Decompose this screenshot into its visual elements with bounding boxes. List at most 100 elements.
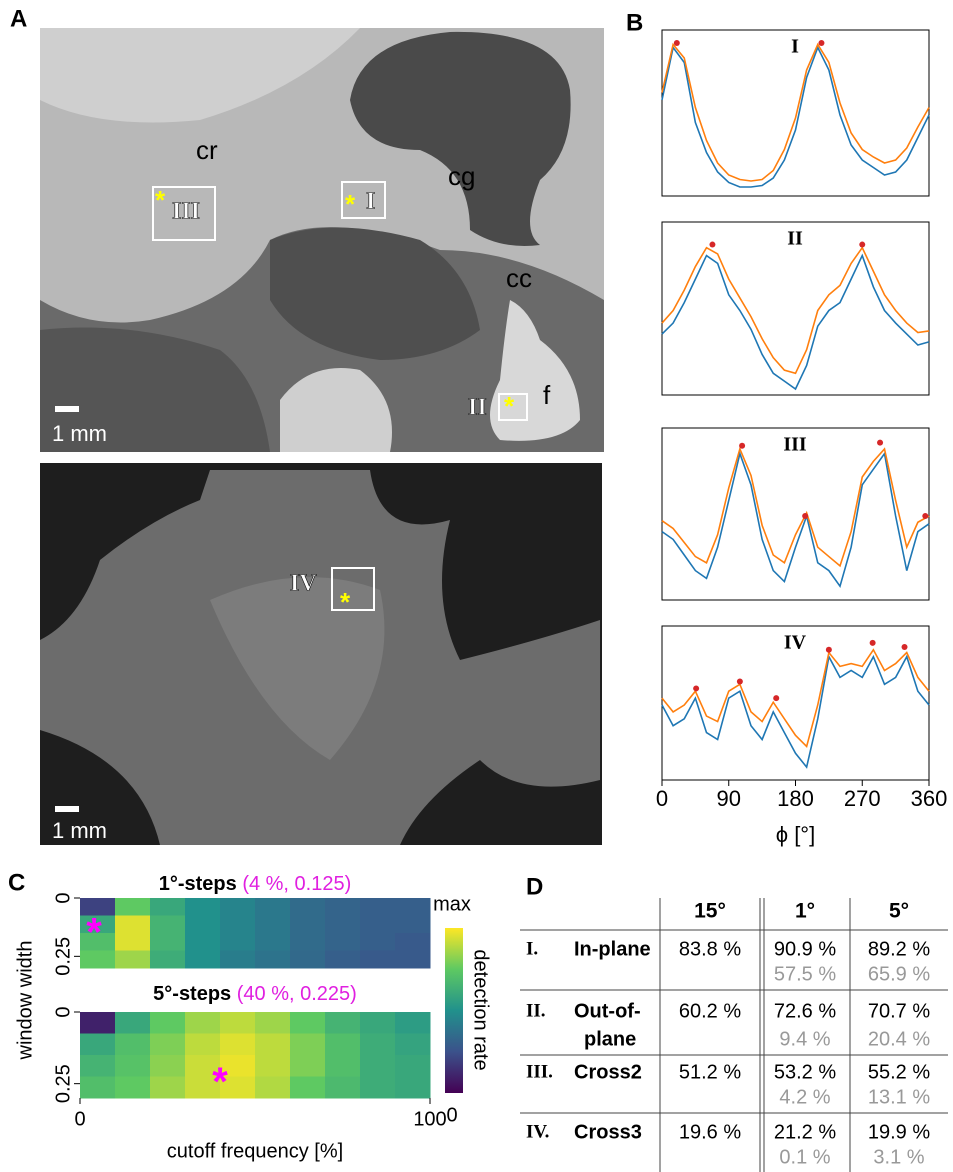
heat-cell bbox=[115, 1076, 151, 1099]
region-label: cr bbox=[196, 135, 218, 165]
heat-cell bbox=[115, 950, 151, 969]
title: 1°-steps bbox=[159, 873, 237, 895]
heat-cell bbox=[220, 1033, 256, 1056]
heat-cell bbox=[220, 933, 256, 951]
heat-cell bbox=[255, 915, 291, 934]
heat-cell bbox=[80, 1033, 116, 1056]
subtitle: (40 %, 0.225) bbox=[237, 983, 357, 1005]
heat-cell bbox=[220, 950, 256, 969]
heat-cell bbox=[80, 898, 116, 916]
heat-cell bbox=[150, 950, 186, 969]
heat-cell bbox=[325, 950, 361, 969]
cell-subvalue: 13.1 % bbox=[868, 1086, 930, 1108]
heat-cell bbox=[255, 933, 291, 951]
curve bbox=[661, 246, 930, 375]
cell-subvalue: 65.9 % bbox=[868, 963, 930, 985]
row-name: Cross3 bbox=[574, 1121, 642, 1143]
heat-cell bbox=[395, 933, 431, 951]
heat-cell bbox=[255, 898, 291, 916]
heat-cell bbox=[290, 1055, 326, 1077]
subtitle: (4 %, 0.125) bbox=[242, 873, 351, 895]
optimum-marker: * bbox=[86, 911, 102, 955]
heat-cell bbox=[220, 898, 256, 916]
cell-subvalue: 4.2 % bbox=[779, 1086, 830, 1108]
heat-cell bbox=[255, 1012, 291, 1034]
plot-frame bbox=[661, 427, 930, 601]
peak bbox=[673, 40, 680, 46]
column-header: 1° bbox=[795, 900, 815, 923]
heat-cell bbox=[290, 933, 326, 951]
cell-value: 83.8 % bbox=[679, 938, 741, 960]
colorbar-min: 0 bbox=[446, 1104, 457, 1126]
cell-value: 55.2 % bbox=[868, 1061, 930, 1083]
micrograph-bottom bbox=[40, 463, 602, 845]
row-name: In-plane bbox=[574, 938, 651, 960]
plot-frame bbox=[661, 221, 930, 396]
heat-cell bbox=[80, 915, 116, 934]
roi-markers: * * * * bbox=[155, 185, 515, 617]
x-tick-label: 90 bbox=[717, 786, 741, 811]
curve bbox=[661, 450, 930, 589]
heat-cell bbox=[185, 915, 221, 934]
heat-cell bbox=[185, 1076, 221, 1099]
heat-cell bbox=[115, 1033, 151, 1056]
heat-cell bbox=[150, 1012, 186, 1034]
peak bbox=[802, 513, 809, 519]
cell-value: 89.2 % bbox=[868, 938, 930, 960]
row-number: III. bbox=[526, 1061, 553, 1082]
roi-marker: * bbox=[340, 587, 351, 617]
heat-cell bbox=[185, 1055, 221, 1077]
region-labels: cr cg cc f bbox=[196, 135, 551, 410]
heat-cell bbox=[255, 1076, 291, 1099]
heat-cell bbox=[220, 1076, 256, 1099]
peak bbox=[877, 439, 884, 446]
heat-cell bbox=[115, 1012, 151, 1034]
heat-cell bbox=[185, 898, 221, 916]
peak bbox=[739, 442, 746, 449]
heat-cell bbox=[360, 915, 396, 934]
plot-title: IV bbox=[784, 632, 807, 654]
heat-cell bbox=[80, 950, 116, 969]
heat-cell bbox=[80, 1055, 116, 1077]
roi-marker: * bbox=[155, 185, 166, 215]
cell-value: 70.7 % bbox=[868, 1000, 930, 1022]
x-tick-label: 0 bbox=[74, 1108, 85, 1130]
curve bbox=[661, 654, 930, 769]
heat-cell bbox=[115, 898, 151, 916]
heat-cell bbox=[325, 1076, 361, 1099]
heat-cell bbox=[185, 950, 221, 969]
x-tick-label: 100 bbox=[413, 1108, 446, 1130]
y-tick-label: 0 bbox=[52, 892, 74, 903]
heat-cell bbox=[220, 1055, 256, 1077]
micrograph-top bbox=[40, 28, 604, 452]
roi-marker: * bbox=[345, 189, 356, 219]
heat-cell bbox=[360, 1076, 396, 1099]
heat-cell bbox=[325, 915, 361, 934]
heat-cell bbox=[220, 1012, 256, 1034]
heat-cell bbox=[395, 950, 431, 969]
cell-value: 19.6 % bbox=[679, 1121, 741, 1143]
heat-cell bbox=[150, 915, 186, 934]
x-axis-label: ϕ [°] bbox=[776, 822, 815, 847]
region-label: f bbox=[543, 380, 551, 410]
heat-cell bbox=[360, 950, 396, 969]
heat-cell bbox=[360, 1012, 396, 1034]
heat-cell bbox=[115, 1055, 151, 1077]
row-name: Cross2 bbox=[574, 1061, 642, 1083]
roi-label: IV bbox=[290, 571, 317, 597]
cell-value: 19.9 % bbox=[868, 1121, 930, 1143]
peak bbox=[736, 678, 743, 685]
roi-label: III bbox=[172, 199, 200, 225]
heat-cell bbox=[360, 933, 396, 951]
heat-cell bbox=[115, 915, 151, 934]
curve bbox=[661, 45, 930, 188]
y-tick-label: 0.25 bbox=[52, 1064, 74, 1103]
heat-cell bbox=[185, 1033, 221, 1056]
roi-boxes bbox=[152, 181, 528, 611]
scale-bar-label: 1 mm bbox=[52, 818, 107, 843]
heat-cell bbox=[185, 933, 221, 951]
panel-label: D bbox=[526, 873, 543, 900]
heat-cell bbox=[255, 1033, 291, 1056]
colorbar bbox=[445, 928, 463, 1093]
